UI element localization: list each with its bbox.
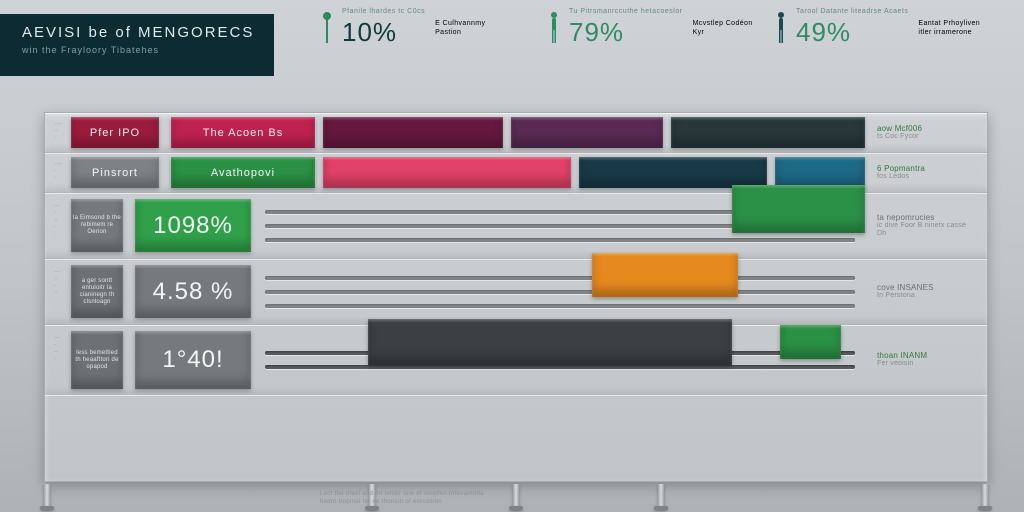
header-block: AEVISI be of MENGORECS win the Frayloory… bbox=[0, 14, 274, 76]
row2-bars bbox=[323, 157, 865, 188]
bar-track bbox=[265, 304, 855, 308]
shelf-legs bbox=[44, 484, 988, 508]
row2-chip-a: Pinsrort bbox=[71, 157, 159, 188]
row5-bars bbox=[259, 331, 865, 389]
row4-notes: cove INSANES In Perstona bbox=[873, 265, 981, 318]
bar-track bbox=[265, 238, 855, 242]
row1-bar-3 bbox=[671, 117, 865, 148]
row1-notes: aow Mcf006 ts Coc Fycor bbox=[873, 117, 981, 148]
kpi-1: Pfanile lhardes tc C0cs 10% E Culhvannmy… bbox=[320, 8, 530, 48]
row1-bar-1 bbox=[323, 117, 503, 148]
row1-bar-2 bbox=[511, 117, 663, 148]
row5-tail bbox=[780, 325, 841, 359]
row5-value: 1°40! bbox=[135, 331, 251, 389]
row2-chip-b: Avathopovi bbox=[171, 157, 315, 188]
kpi-3-note: Eantat Prhoyliven itler irramerone bbox=[918, 19, 980, 38]
bar-track bbox=[265, 290, 855, 294]
kpi-1-note: E Culhvannmy Pastion bbox=[435, 19, 485, 38]
bar-track bbox=[265, 276, 855, 280]
row-4: ········ a ger sontt entuloitr la cianin… bbox=[45, 259, 987, 325]
row-index: ······· bbox=[51, 199, 63, 252]
chart-shelf: ······· Pfer IPO The Acoen Bs aow Mcf006… bbox=[44, 112, 988, 482]
kpi-3-caption: Tarool Datante liteadrse Acaets bbox=[796, 8, 908, 15]
pin-icon bbox=[320, 11, 332, 45]
row-1: ······· Pfer IPO The Acoen Bs aow Mcf006… bbox=[45, 113, 987, 153]
row2-notes: 6 Popmantra fos Ledos bbox=[873, 157, 981, 188]
leg-icon bbox=[44, 484, 50, 508]
row4-bars bbox=[259, 265, 865, 318]
row2-bar-3 bbox=[775, 157, 865, 188]
row-index: ······· bbox=[51, 331, 63, 389]
row2-bar-1 bbox=[323, 157, 571, 188]
row3-value: 1098% bbox=[135, 199, 251, 252]
row4-value: 4.58 % bbox=[135, 265, 251, 318]
row3-label: la Eimsond b the rebimem re Oerion bbox=[71, 199, 123, 252]
row-index: ······ bbox=[51, 157, 63, 188]
row1-chip-a: Pfer IPO bbox=[71, 117, 159, 148]
kpi-2-caption: Tu Pitrsmanrccuthe hetacoeslor bbox=[569, 8, 683, 15]
row5-notes: thoan INANM Fer veoisin bbox=[873, 331, 981, 389]
row3-highlight bbox=[732, 185, 865, 233]
row1-bars bbox=[323, 117, 865, 148]
row-index: ······· bbox=[51, 117, 63, 148]
row3-notes: ta nepomrucies ic dive Foor B ninetx cas… bbox=[873, 199, 981, 252]
kpi-1-value: 10% bbox=[342, 17, 425, 48]
kpi-2: Tu Pitrsmanrccuthe hetacoeslor 79% Mcvst… bbox=[547, 8, 757, 48]
row1-chip-b: The Acoen Bs bbox=[171, 117, 315, 148]
row4-highlight bbox=[592, 253, 737, 297]
row4-label: a ger sontt entuloitr la cianinegn th cl… bbox=[71, 265, 123, 318]
kpi-2-value: 79% bbox=[569, 17, 683, 48]
kpi-1-caption: Pfanile lhardes tc C0cs bbox=[342, 8, 425, 15]
kpi-3-value: 49% bbox=[796, 17, 908, 48]
row5-label: less bemettied th heaafttori de opapod bbox=[71, 331, 123, 389]
page-title: AEVISI be of MENGORECS bbox=[22, 24, 258, 41]
bar-track bbox=[265, 365, 855, 369]
kpi-row: Pfanile lhardes tc C0cs 10% E Culhvannmy… bbox=[320, 8, 984, 48]
kpi-3: Tarool Datante liteadrse Acaets 49% Eant… bbox=[774, 8, 984, 48]
person-icon bbox=[774, 11, 786, 45]
row-5: ······· less bemettied th heaafttori de … bbox=[45, 325, 987, 395]
row3-bars bbox=[259, 199, 865, 252]
page-subtitle: win the Frayloory Tibatehes bbox=[22, 45, 258, 55]
leg-icon bbox=[513, 484, 519, 508]
row-3: ······· la Eimsond b the rebimem re Oeri… bbox=[45, 193, 987, 259]
leg-icon bbox=[658, 484, 664, 508]
row5-highlight bbox=[368, 319, 732, 365]
kpi-2-note: Mcvstlep Codéon Kyr bbox=[693, 19, 753, 38]
row-index: ········ bbox=[51, 265, 63, 318]
person-icon bbox=[547, 11, 559, 45]
row2-bar-2 bbox=[579, 157, 767, 188]
footer-note: Lect the ofeel and oir omatr one of ssup… bbox=[320, 490, 484, 506]
leg-icon bbox=[982, 484, 988, 508]
